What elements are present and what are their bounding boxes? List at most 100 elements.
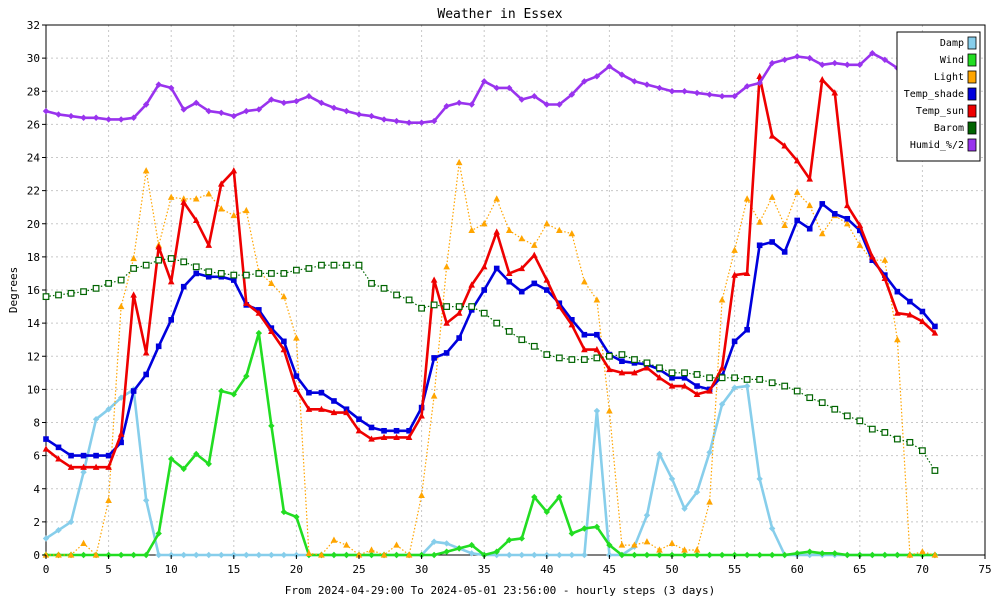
data-point-humid-2	[80, 114, 87, 121]
data-point-wind	[693, 551, 701, 559]
data-point-humid-2	[355, 111, 363, 118]
data-point-barom	[756, 376, 764, 383]
data-point-barom	[893, 435, 901, 443]
data-point-damp	[756, 475, 763, 483]
data-point-temp-shade	[68, 452, 74, 459]
data-point-damp	[117, 394, 125, 401]
legend-label-humid-2: Humid_%/2	[910, 140, 964, 151]
data-point-damp	[681, 505, 688, 512]
data-point-temp-sun	[681, 382, 688, 389]
y-axis-label: Degrees	[7, 267, 20, 313]
data-point-temp-sun	[656, 374, 663, 381]
x-tick-label: 25	[352, 563, 365, 576]
y-tick-label: 12	[27, 350, 40, 363]
data-point-barom	[543, 351, 551, 358]
data-point-wind	[255, 329, 263, 337]
data-point-light	[380, 551, 388, 558]
data-point-temp-sun	[42, 445, 50, 452]
data-point-light	[430, 392, 438, 399]
data-point-damp	[693, 488, 701, 496]
data-point-temp-sun	[205, 241, 213, 248]
data-point-damp	[268, 551, 275, 559]
data-point-damp	[593, 407, 601, 415]
data-point-light	[668, 539, 676, 547]
x-tick-label: 55	[728, 563, 741, 576]
data-point-temp-shade	[406, 427, 412, 434]
data-point-temp-sun	[405, 433, 413, 441]
data-point-wind	[117, 551, 125, 559]
data-point-damp	[506, 551, 513, 559]
data-point-temp-sun	[55, 455, 62, 462]
data-point-barom	[180, 258, 188, 266]
data-point-temp-shade	[831, 211, 838, 217]
data-point-barom	[330, 261, 338, 269]
data-point-temp-sun	[142, 349, 150, 356]
data-point-barom	[743, 376, 751, 383]
data-point-light	[192, 195, 200, 202]
data-point-humid-2	[105, 116, 112, 123]
data-point-wind	[493, 548, 500, 555]
data-point-humid-2	[718, 93, 726, 100]
data-point-light	[631, 541, 638, 548]
x-tick-label: 40	[540, 563, 553, 576]
data-point-barom	[580, 356, 588, 363]
data-point-damp	[468, 550, 475, 557]
data-point-damp	[42, 535, 50, 542]
data-point-wind	[768, 551, 776, 559]
data-point-barom	[217, 270, 225, 277]
x-tick-label: 35	[478, 563, 491, 576]
data-point-barom	[80, 288, 87, 296]
legend-swatch-temp-sun	[967, 104, 977, 118]
data-point-barom	[806, 394, 814, 402]
data-point-temp-shade	[819, 201, 826, 207]
data-point-damp	[518, 551, 525, 559]
legend-label-wind: Wind	[940, 55, 964, 66]
data-point-wind	[168, 455, 175, 463]
data-point-humid-2	[92, 114, 100, 121]
data-point-humid-2	[230, 112, 237, 120]
data-point-light	[781, 221, 788, 229]
data-point-light	[643, 538, 651, 545]
data-point-humid-2	[556, 101, 563, 108]
data-point-humid-2	[806, 54, 813, 62]
data-point-light	[393, 541, 400, 548]
data-point-temp-sun	[217, 180, 225, 187]
data-point-light	[217, 205, 225, 212]
data-point-temp-shade	[155, 343, 162, 350]
data-point-barom	[706, 374, 713, 382]
data-point-barom	[781, 382, 789, 390]
data-point-humid-2	[330, 104, 338, 112]
data-point-temp-sun	[80, 463, 87, 470]
data-point-wind	[243, 372, 250, 380]
data-point-light	[280, 293, 288, 300]
data-point-temp-sun	[67, 463, 75, 470]
data-point-humid-2	[268, 96, 275, 103]
data-point-wind	[643, 551, 651, 559]
data-point-light	[593, 296, 601, 303]
data-point-humid-2	[643, 81, 651, 88]
legend-swatch-barom	[967, 121, 977, 135]
data-point-light	[894, 336, 901, 343]
data-point-wind	[781, 551, 788, 559]
data-point-humid-2	[380, 116, 388, 123]
legend-swatch-humid-2	[967, 138, 977, 152]
data-point-humid-2	[581, 78, 588, 85]
data-point-wind	[430, 551, 438, 559]
data-point-temp-shade	[531, 280, 538, 287]
data-point-barom	[468, 303, 476, 310]
data-point-temp-sun	[718, 364, 726, 371]
data-point-barom	[418, 304, 425, 312]
data-point-damp	[556, 551, 563, 559]
data-point-wind	[443, 548, 450, 555]
data-point-light	[355, 551, 363, 558]
data-point-barom	[818, 399, 826, 407]
chart-title: Weather in Essex	[437, 7, 562, 22]
data-point-light	[305, 549, 313, 556]
data-point-barom	[768, 379, 776, 387]
data-point-barom	[105, 279, 113, 287]
data-point-light	[180, 195, 188, 202]
data-point-damp	[180, 551, 187, 559]
data-point-barom	[656, 364, 663, 372]
data-point-temp-sun	[581, 346, 588, 353]
